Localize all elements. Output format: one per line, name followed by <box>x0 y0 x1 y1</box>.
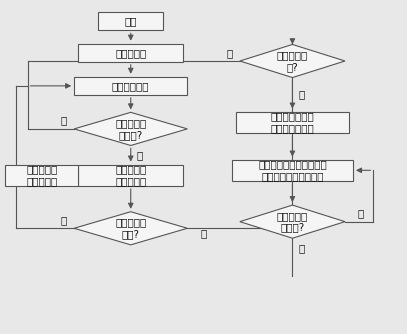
Text: 删除收到的
短信和数据: 删除收到的 短信和数据 <box>26 164 57 186</box>
Text: 读取新收到
的数据内容: 读取新收到 的数据内容 <box>115 164 147 186</box>
Text: 密码是否正
确?: 密码是否正 确? <box>277 50 308 72</box>
FancyBboxPatch shape <box>236 112 349 133</box>
Text: 是: 是 <box>200 228 207 238</box>
Polygon shape <box>240 44 345 77</box>
FancyBboxPatch shape <box>74 77 187 95</box>
FancyBboxPatch shape <box>78 44 183 62</box>
Polygon shape <box>74 112 187 146</box>
Text: 地址号是否
相符?: 地址号是否 相符? <box>115 217 147 239</box>
Text: 否: 否 <box>61 116 67 126</box>
Text: 否: 否 <box>357 208 363 218</box>
FancyBboxPatch shape <box>78 165 183 186</box>
Text: 数据是否发
送成功?: 数据是否发 送成功? <box>277 211 308 232</box>
Text: 否: 否 <box>227 48 233 58</box>
Text: 是: 是 <box>298 243 305 253</box>
FancyBboxPatch shape <box>98 12 163 30</box>
Text: 按照协议进行相
应电源控制操作: 按照协议进行相 应电源控制操作 <box>271 112 314 133</box>
Text: 把各电源输出口的状态温
度等信息传送给控制端: 把各电源输出口的状态温 度等信息传送给控制端 <box>258 160 327 181</box>
FancyBboxPatch shape <box>232 160 353 181</box>
FancyBboxPatch shape <box>5 165 78 186</box>
Text: 系统初始化: 系统初始化 <box>115 48 147 58</box>
Text: 串口接收数据: 串口接收数据 <box>112 81 149 91</box>
Polygon shape <box>240 205 345 238</box>
Text: 是: 是 <box>298 90 305 100</box>
Text: 开始: 开始 <box>125 16 137 26</box>
Text: 是: 是 <box>137 150 143 160</box>
Text: 否: 否 <box>61 215 67 225</box>
Polygon shape <box>74 212 187 245</box>
Text: 是否接收到
新数据?: 是否接收到 新数据? <box>115 118 147 140</box>
